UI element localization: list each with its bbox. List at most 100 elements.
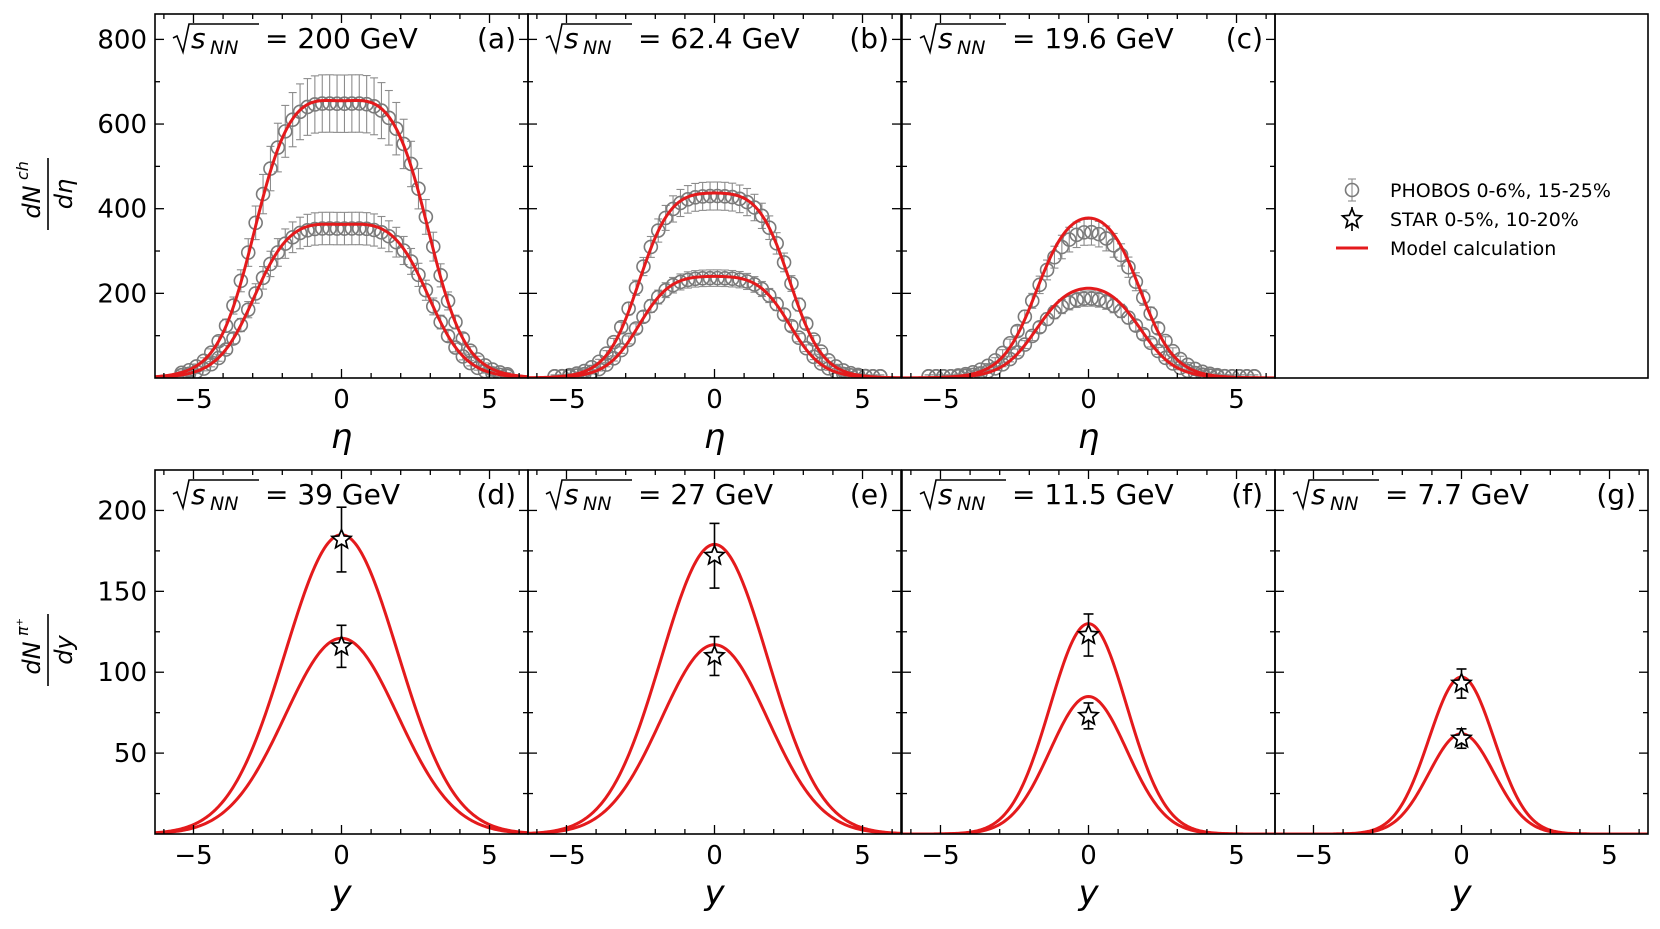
y-tick-label: 200 <box>97 496 147 526</box>
phobos-point <box>255 270 271 286</box>
energy-symbol: s <box>564 22 579 55</box>
panel-letter: (c) <box>1226 22 1263 55</box>
phobos-point <box>1010 345 1025 360</box>
sqrt-sign <box>919 23 1006 55</box>
panel-frame <box>1274 469 1649 835</box>
x-tick-label: 5 <box>1228 841 1245 871</box>
panel-letter: (d) <box>476 478 516 511</box>
phobos-point <box>440 293 456 309</box>
phobos-point <box>448 314 463 330</box>
y-tick-label: 400 <box>97 195 147 225</box>
legend-label: Model calculation <box>1390 238 1556 260</box>
panel-c: −5 0 5 η s NN = 19.6 GeV (c) <box>901 13 1276 457</box>
star-marker <box>1076 703 1101 726</box>
phobos-point <box>747 200 762 215</box>
phobos-point <box>673 195 688 211</box>
star-marker <box>1076 622 1101 645</box>
x-axis-label: η <box>704 417 726 457</box>
sqrt-sign <box>545 23 632 55</box>
star-point-10-20% <box>1076 702 1101 730</box>
x-tick-label: 5 <box>481 841 498 871</box>
phobos-point <box>403 254 419 269</box>
energy-label: s NN = 39 GeV <box>172 478 400 515</box>
energy-label: s NN = 62.4 GeV <box>545 22 800 59</box>
phobos-point <box>1098 294 1114 310</box>
star-point-10-20% <box>1449 726 1474 750</box>
phobos-point <box>1091 226 1107 242</box>
y-label-superscript: ch <box>13 161 32 180</box>
phobos-point <box>1061 295 1077 310</box>
phobos-point <box>1158 350 1173 366</box>
phobos-point <box>285 229 300 245</box>
y-tick-label: 800 <box>97 25 147 55</box>
phobos-point <box>351 96 367 111</box>
x-axis-label: η <box>331 417 353 457</box>
energy-label: s NN = 27 GeV <box>545 478 773 515</box>
star-point-0-5% <box>1076 613 1101 657</box>
phobos-point <box>813 344 829 359</box>
energy-subscript: NN <box>210 37 238 59</box>
energy-value: = 7.7 GeV <box>1385 478 1529 511</box>
phobos-point <box>292 104 308 120</box>
energy-label: s NN = 7.7 GeV <box>1292 478 1529 515</box>
plot-area <box>155 74 528 378</box>
x-tick-label: −5 <box>547 841 585 871</box>
phobos-point <box>359 221 374 237</box>
phobos-point <box>658 210 673 226</box>
y-label-numerator: dN <box>18 185 46 218</box>
phobos-point <box>366 222 382 238</box>
x-tick-label: 0 <box>333 385 350 415</box>
sqrt-sign <box>172 479 259 511</box>
phobos-point <box>1076 225 1092 240</box>
model-curve-0-5% <box>155 533 528 834</box>
energy-value: = 19.6 GeV <box>1012 22 1174 55</box>
phobos-point <box>381 110 397 126</box>
phobos-point <box>448 340 463 355</box>
phobos-point <box>798 316 814 332</box>
phobos-point <box>643 239 659 255</box>
phobos-point <box>314 96 330 111</box>
plot-area <box>528 522 901 834</box>
model-curve-0-6% <box>155 98 528 378</box>
phobos-point <box>226 298 241 313</box>
panel-frame <box>527 13 902 379</box>
phobos-point <box>613 342 629 358</box>
panel-frame <box>901 13 1276 379</box>
plot-area <box>1275 668 1648 834</box>
x-tick-label: 5 <box>1228 385 1245 415</box>
star-marker <box>1449 726 1474 749</box>
phobos-point <box>440 328 456 344</box>
phobos-point <box>1143 335 1158 351</box>
energy-subscript: NN <box>957 493 985 515</box>
star-point-10-20% <box>329 624 354 669</box>
phobos-point <box>739 194 755 210</box>
star-marker <box>702 643 727 666</box>
panel-f: −5 0 5 y s NN = 11.5 GeV (f) <box>901 469 1276 913</box>
phobos-point <box>270 245 286 260</box>
phobos-point <box>322 96 337 111</box>
phobos-point <box>628 321 644 336</box>
model-curve-15-25% <box>902 286 1275 378</box>
energy-subscript: NN <box>957 37 985 59</box>
phobos-point <box>300 99 315 115</box>
star-point-0-5% <box>702 522 727 589</box>
x-tick-label: 5 <box>854 841 871 871</box>
phobos-point <box>248 286 263 301</box>
phobos-point <box>784 318 799 334</box>
y-label-numerator: dN <box>18 641 46 674</box>
phobos-point <box>1135 326 1151 342</box>
phobos-point <box>285 112 300 127</box>
phobos-point <box>761 288 777 303</box>
phobos-point <box>470 360 485 376</box>
y-tick-label: 200 <box>97 279 147 309</box>
phobos-point <box>263 256 278 272</box>
star-point-0-5% <box>1449 668 1474 699</box>
x-tick-label: 0 <box>706 841 723 871</box>
star-marker <box>329 527 354 550</box>
sqrt-sign <box>919 479 1006 511</box>
phobos-point <box>761 220 777 235</box>
panel-letter: (a) <box>477 22 516 55</box>
phobos-point <box>203 345 219 360</box>
plot-area <box>902 613 1275 834</box>
